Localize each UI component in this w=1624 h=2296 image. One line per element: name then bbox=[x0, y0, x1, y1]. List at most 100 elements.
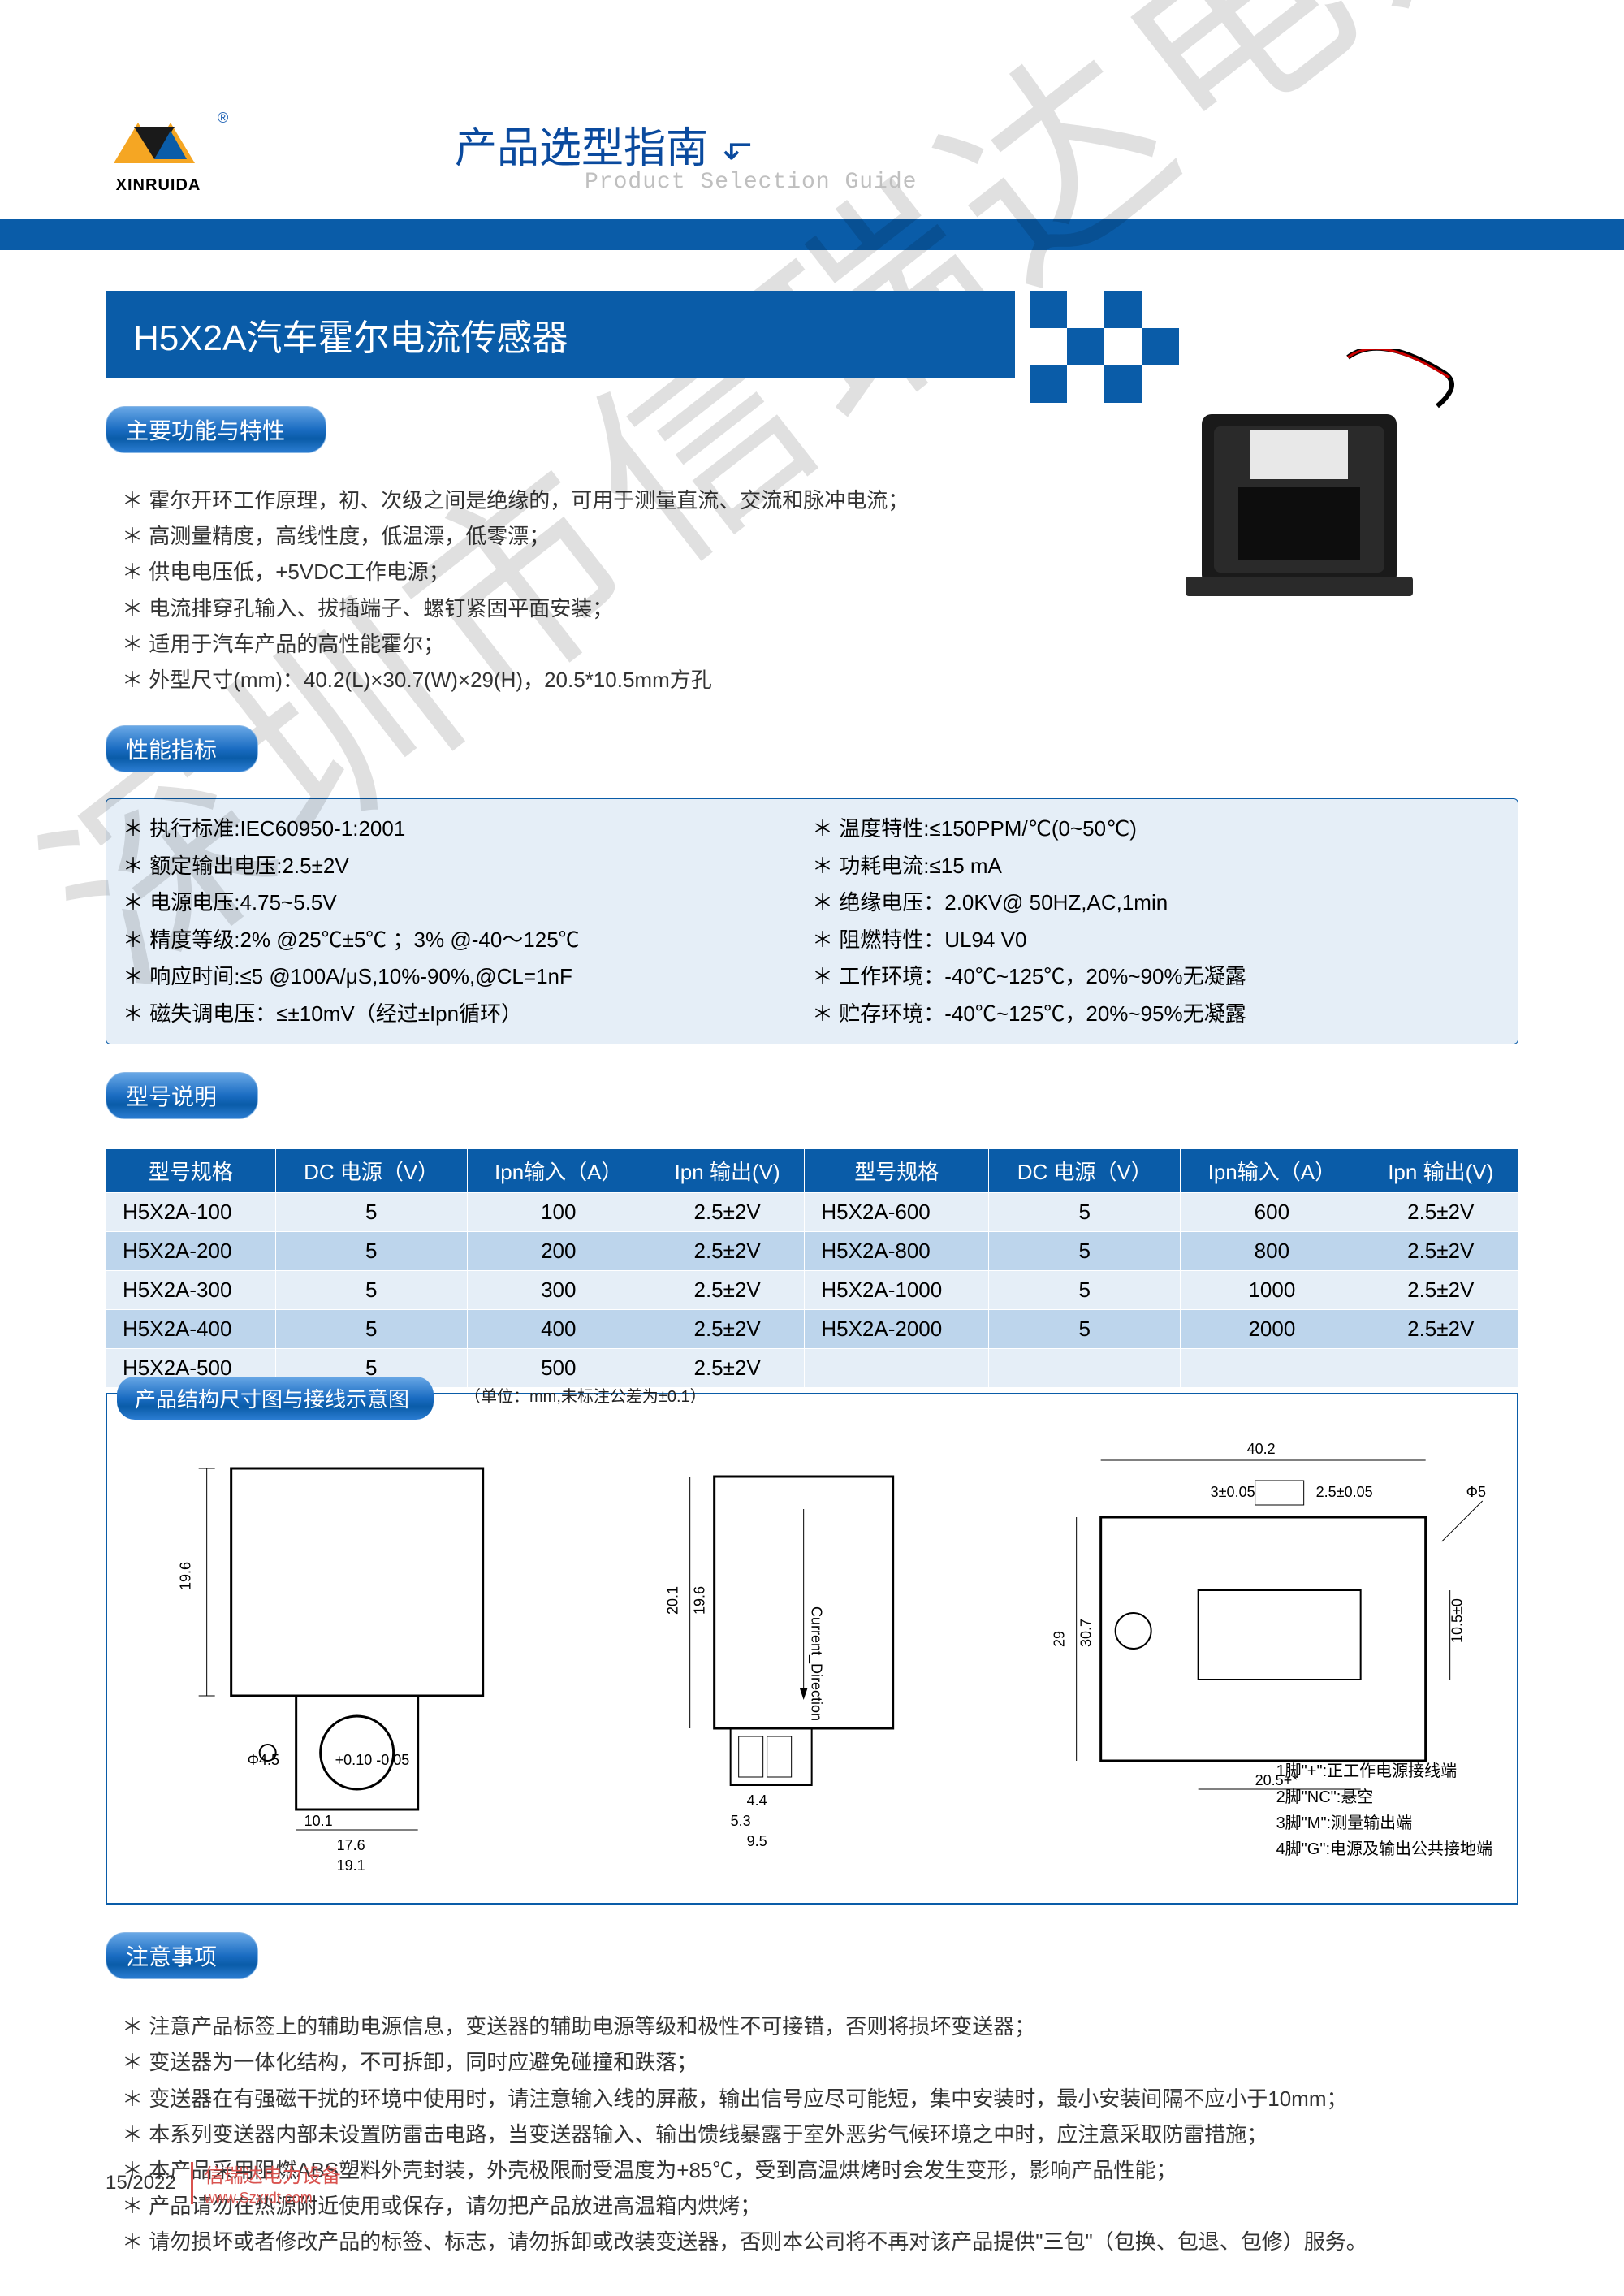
logo-icon bbox=[106, 115, 211, 171]
spec-item: 工作环境：-40℃~125℃，20%~90%无凝露 bbox=[812, 958, 1501, 996]
pin-label: 4脚"G":电源及输出公共接地端 bbox=[1276, 1836, 1492, 1862]
caution-item: 变送器在有强磁干扰的环境中使用时，请注意输入线的屏蔽，输出信号应尽可能短，集中安… bbox=[122, 2081, 1518, 2117]
page-number: 15/2022 bbox=[106, 2172, 176, 2194]
table-cell: 400 bbox=[467, 1310, 650, 1349]
model-table: 型号规格DC 电源（V）Ipn输入（A）Ipn 输出(V)型号规格DC 电源（V… bbox=[106, 1148, 1518, 1388]
diagram-heading: 产品结构尺寸图与接线示意图 bbox=[117, 1377, 434, 1420]
spec-item: 精度等级:2% @25℃±5℃ ；3% @-40～125℃ bbox=[123, 922, 812, 959]
table-cell: 500 bbox=[467, 1349, 650, 1388]
pin-label: 1脚"+":正工作电源接线端 bbox=[1276, 1758, 1492, 1784]
schematic-mid: Current_Direction 20.1 19.6 4.4 5.3 9.5 bbox=[582, 1420, 1041, 1879]
pin-label: 2脚"NC":悬空 bbox=[1276, 1784, 1492, 1810]
specs-heading: 性能指标 bbox=[106, 725, 258, 772]
table-cell: 5 bbox=[989, 1310, 1181, 1349]
caution-item: 注意产品标签上的辅助电源信息，变送器的辅助电源等级和极性不可接错，否则将损坏变送… bbox=[122, 2008, 1518, 2044]
logo: XINRUIDA bbox=[106, 115, 211, 195]
svg-text:5.3: 5.3 bbox=[731, 1813, 751, 1829]
table-cell: 2.5±2V bbox=[650, 1232, 805, 1271]
table-cell: H5X2A-800 bbox=[805, 1232, 989, 1271]
svg-text:2.5±0.05: 2.5±0.05 bbox=[1315, 1484, 1372, 1500]
cautions-list: 注意产品标签上的辅助电源信息，变送器的辅助电源等级和极性不可接错，否则将损坏变送… bbox=[122, 2008, 1518, 2259]
table-cell bbox=[1181, 1349, 1363, 1388]
table-cell: 5 bbox=[275, 1271, 467, 1310]
logo-text: XINRUIDA bbox=[116, 176, 201, 195]
table-cell: 2.5±2V bbox=[650, 1310, 805, 1349]
diagram-note: （单位：mm,未标注公差为±0.1） bbox=[464, 1383, 706, 1407]
specs-right: 温度特性:≤150PPM/℃(0~50℃)功耗电流:≤15 mA绝缘电压：2.0… bbox=[812, 811, 1501, 1032]
footer-company: 信瑞达电力设备 bbox=[205, 2165, 341, 2187]
svg-text:29: 29 bbox=[1051, 1631, 1067, 1647]
registered-icon: ® bbox=[218, 110, 228, 127]
table-cell: 200 bbox=[467, 1232, 650, 1271]
svg-text:Φ5: Φ5 bbox=[1466, 1484, 1485, 1500]
specs-box: 执行标准:IEC60950-1:2001额定输出电压:2.5±2V电源电压:4.… bbox=[106, 798, 1518, 1044]
table-row: H5X2A-40054002.5±2VH5X2A-2000520002.5±2V bbox=[106, 1310, 1518, 1349]
table-cell: 2.5±2V bbox=[1363, 1310, 1518, 1349]
table-cell: H5X2A-1000 bbox=[805, 1271, 989, 1310]
feature-item: 适用于汽车产品的高性能霍尔； bbox=[122, 626, 1518, 662]
table-cell: 100 bbox=[467, 1193, 650, 1232]
header-title-en: Product Selection Guide bbox=[585, 170, 1518, 195]
table-cell: H5X2A-2000 bbox=[805, 1310, 989, 1349]
page-header: XINRUIDA ® 产品选型指南 ↳ Product Selection Gu… bbox=[0, 0, 1624, 219]
arrow-icon: ↳ bbox=[715, 136, 757, 166]
table-cell: 2000 bbox=[1181, 1310, 1363, 1349]
table-row: H5X2A-10051002.5±2VH5X2A-60056002.5±2V bbox=[106, 1193, 1518, 1232]
svg-text:10.1: 10.1 bbox=[304, 1813, 333, 1829]
spec-item: 阻燃特性：UL94 V0 bbox=[812, 922, 1501, 959]
table-cell: H5X2A-400 bbox=[106, 1310, 276, 1349]
spec-item: 磁失调电压：≤±10mV（经过±Ipn循环） bbox=[123, 996, 812, 1033]
spec-item: 电源电压:4.75~5.5V bbox=[123, 884, 812, 922]
feature-item: 外型尺寸(mm)：40.2(L)×30.7(W)×29(H)，20.5*10.5… bbox=[122, 662, 1518, 698]
divider-bar bbox=[0, 219, 1624, 250]
spec-item: 绝缘电压：2.0KV@ 50HZ,AC,1min bbox=[812, 884, 1501, 922]
specs-left: 执行标准:IEC60950-1:2001额定输出电压:2.5±2V电源电压:4.… bbox=[123, 811, 812, 1032]
table-cell: 300 bbox=[467, 1271, 650, 1310]
table-header: Ipn 输出(V) bbox=[650, 1149, 805, 1193]
features-heading: 主要功能与特性 bbox=[106, 406, 326, 453]
table-cell: H5X2A-100 bbox=[106, 1193, 276, 1232]
svg-text:19.6: 19.6 bbox=[178, 1562, 194, 1590]
table-cell: H5X2A-200 bbox=[106, 1232, 276, 1271]
svg-text:19.1: 19.1 bbox=[337, 1857, 365, 1874]
svg-text:40.2: 40.2 bbox=[1246, 1441, 1275, 1457]
svg-text:3±0.05: 3±0.05 bbox=[1210, 1484, 1255, 1500]
product-photo bbox=[1137, 349, 1478, 625]
spec-item: 执行标准:IEC60950-1:2001 bbox=[123, 811, 812, 848]
model-heading: 型号说明 bbox=[106, 1072, 258, 1119]
table-cell: 800 bbox=[1181, 1232, 1363, 1271]
header-title-cn: 产品选型指南 bbox=[455, 114, 708, 175]
spec-item: 温度特性:≤150PPM/℃(0~50℃) bbox=[812, 811, 1501, 848]
footer-divider bbox=[191, 2162, 193, 2204]
table-cell: 2.5±2V bbox=[650, 1349, 805, 1388]
cautions-heading: 注意事项 bbox=[106, 1932, 258, 1979]
table-cell: 5 bbox=[989, 1193, 1181, 1232]
table-row: H5X2A-30053002.5±2VH5X2A-1000510002.5±2V bbox=[106, 1271, 1518, 1310]
table-header: Ipn 输出(V) bbox=[1363, 1149, 1518, 1193]
spec-item: 功耗电流:≤15 mA bbox=[812, 848, 1501, 885]
table-cell: 600 bbox=[1181, 1193, 1363, 1232]
svg-text:20.1: 20.1 bbox=[665, 1586, 681, 1615]
svg-text:30.7: 30.7 bbox=[1078, 1619, 1094, 1647]
table-header: Ipn输入（A） bbox=[467, 1149, 650, 1193]
pin-legend: 1脚"+":正工作电源接线端2脚"NC":悬空3脚"M":测量输出端4脚"G":… bbox=[1276, 1758, 1492, 1862]
table-cell: 2.5±2V bbox=[1363, 1193, 1518, 1232]
spec-item: 响应时间:≤5 @100A/μS,10%-90%,@CL=1nF bbox=[123, 958, 812, 996]
svg-text:+0.10 -0.05: +0.10 -0.05 bbox=[335, 1752, 410, 1768]
svg-text:19.6: 19.6 bbox=[692, 1586, 708, 1615]
table-cell bbox=[989, 1349, 1181, 1388]
product-title: H5X2A汽车霍尔电流传感器 bbox=[106, 291, 1015, 378]
table-cell: 5 bbox=[989, 1271, 1181, 1310]
table-cell: 2.5±2V bbox=[650, 1271, 805, 1310]
caution-item: 变送器为一体化结构，不可拆卸，同时应避免碰撞和跌落； bbox=[122, 2044, 1518, 2080]
schematic-left: 19.6 Φ4.5 10.1 17.6 19.1 +0.10 -0.05 bbox=[123, 1420, 582, 1879]
table-header: DC 电源（V） bbox=[275, 1149, 467, 1193]
caution-item: 本系列变送器内部未设置防雷击电路，当变送器输入、输出馈线暴露于室外恶劣气候环境之… bbox=[122, 2117, 1518, 2152]
table-cell bbox=[1363, 1349, 1518, 1388]
table-cell: 2.5±2V bbox=[1363, 1232, 1518, 1271]
diagram-area: 产品结构尺寸图与接线示意图 （单位：mm,未标注公差为±0.1） 19.6 Φ4… bbox=[106, 1393, 1518, 1905]
spec-item: 额定输出电压:2.5±2V bbox=[123, 848, 812, 885]
table-header: 型号规格 bbox=[805, 1149, 989, 1193]
table-cell: 5 bbox=[275, 1193, 467, 1232]
pin-label: 3脚"M":测量输出端 bbox=[1276, 1810, 1492, 1836]
